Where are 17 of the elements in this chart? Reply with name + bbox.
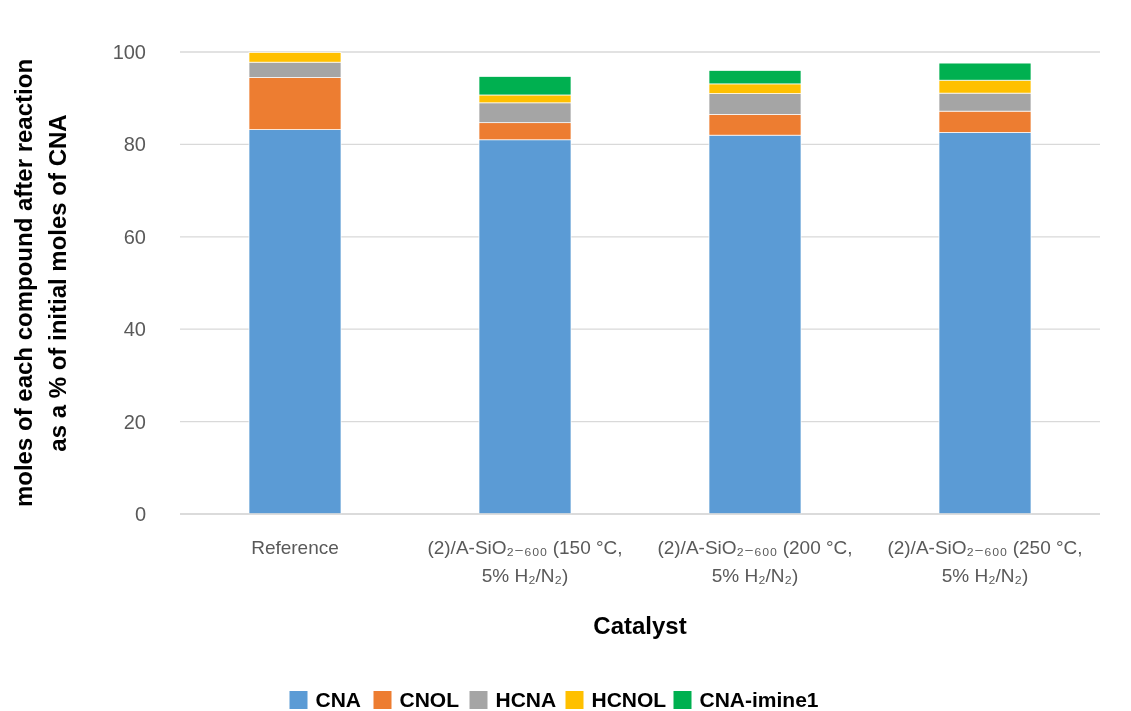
legend-label: CNA-imine1 <box>699 688 819 711</box>
y-tick-label: 20 <box>123 410 146 433</box>
legend-label: HCNA <box>495 688 557 711</box>
y-tick-label: 40 <box>123 318 146 341</box>
y-tick-label: 60 <box>123 225 146 248</box>
x-tick-label: Reference <box>251 537 339 558</box>
y-tick-label: 0 <box>134 503 146 525</box>
y-tick-label: 100 <box>112 41 146 63</box>
legend-label: CNOL <box>399 688 460 711</box>
x-axis-title: Catalyst <box>593 612 687 639</box>
x-tick-label: (2)/A-SiO₂₋₆₀₀ (150 °C, 5% H₂/N₂) <box>427 537 623 586</box>
x-tick-label: (2)/A-SiO₂₋₆₀₀ (200 °C, 5% H₂/N₂) <box>657 537 853 586</box>
legend-label: CNA <box>315 688 361 711</box>
y-tick-label: 80 <box>123 133 146 156</box>
legend-label: HCNOL <box>591 688 667 711</box>
y-axis-title: moles of each compound after reaction as a % of initial moles of CNA <box>10 58 71 508</box>
x-tick-label: (2)/A-SiO₂₋₆₀₀ (250 °C, 5% H₂/N₂) <box>887 537 1083 586</box>
